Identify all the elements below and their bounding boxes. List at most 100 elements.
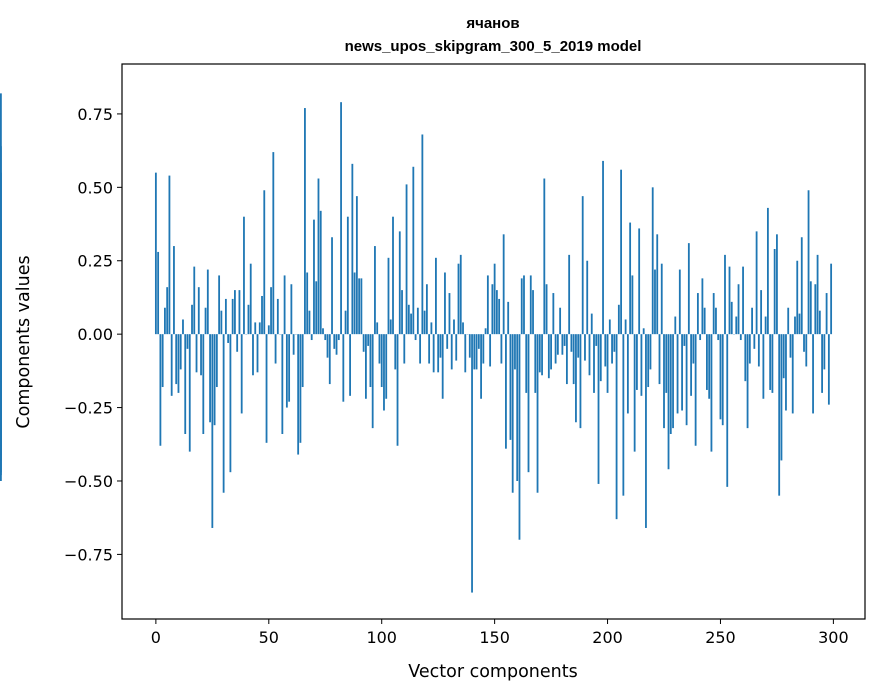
- bar: [649, 334, 652, 370]
- bar: [762, 334, 765, 399]
- bar: [419, 334, 422, 364]
- bar: [371, 334, 374, 429]
- bar: [561, 334, 564, 355]
- bar: [304, 108, 306, 335]
- bar: [351, 163, 354, 335]
- bar: [450, 334, 453, 370]
- bar: [220, 310, 223, 335]
- bar: [803, 334, 805, 352]
- bar: [626, 334, 629, 414]
- bar: [717, 334, 720, 341]
- bar: [798, 313, 801, 335]
- bar: [581, 196, 584, 335]
- bar: [608, 319, 611, 335]
- bar: [584, 334, 586, 361]
- bar: [247, 304, 250, 335]
- bar-series: [0, 93, 833, 593]
- bar: [274, 334, 277, 364]
- bar: [726, 334, 729, 487]
- bar: [737, 284, 740, 335]
- bar: [249, 263, 252, 335]
- bar: [715, 307, 717, 335]
- bar: [256, 334, 259, 373]
- bar: [579, 334, 582, 429]
- bar: [0, 334, 2, 382]
- bar: [552, 293, 555, 335]
- bar: [310, 334, 313, 341]
- bar: [575, 334, 577, 423]
- chart-subtitle: news_upos_skipgram_300_5_2019 model: [345, 38, 642, 55]
- bar: [538, 334, 541, 373]
- bar: [696, 293, 699, 335]
- bar: [161, 334, 164, 388]
- bar: [674, 316, 677, 335]
- bar: [170, 334, 173, 396]
- bar: [254, 322, 257, 335]
- bar: [179, 334, 182, 370]
- bar: [258, 322, 261, 335]
- bar: [744, 334, 747, 382]
- bar: [394, 334, 397, 370]
- bar: [489, 334, 492, 367]
- bar: [193, 266, 196, 335]
- x-axis-label: Vector components: [408, 662, 577, 682]
- bar: [495, 290, 498, 335]
- bar: [0, 334, 2, 446]
- bar: [182, 319, 184, 335]
- bar: [525, 334, 528, 393]
- bar: [636, 334, 638, 390]
- bar: [640, 334, 643, 396]
- y-tick-label: 0.75: [77, 105, 113, 124]
- bar: [681, 334, 683, 411]
- bar: [346, 216, 349, 335]
- bar: [459, 254, 462, 335]
- bar: [706, 334, 708, 390]
- bar: [358, 278, 361, 335]
- bar: [383, 334, 385, 411]
- bar: [349, 334, 351, 396]
- x-tick-label: 250: [705, 628, 736, 647]
- bar: [570, 334, 573, 352]
- bar: [301, 334, 304, 388]
- bar: [755, 231, 758, 335]
- bar: [602, 160, 604, 335]
- bar: [0, 298, 2, 335]
- bar: [724, 254, 726, 335]
- bar: [484, 328, 487, 335]
- bar: [486, 275, 489, 335]
- bar: [563, 334, 566, 346]
- bar: [746, 334, 749, 429]
- bar: [453, 319, 455, 335]
- bar: [475, 334, 478, 370]
- bar: [660, 263, 663, 335]
- bar: [532, 290, 534, 335]
- bar: [780, 334, 783, 461]
- bar: [590, 313, 593, 335]
- bar: [606, 334, 609, 393]
- bar: [292, 334, 295, 355]
- bar: [760, 290, 763, 335]
- bar: [620, 169, 622, 335]
- bar: [446, 334, 449, 349]
- bar: [457, 263, 460, 335]
- bar: [396, 334, 399, 446]
- bar: [771, 334, 774, 393]
- bar: [317, 178, 320, 335]
- bar: [712, 293, 715, 335]
- bar: [523, 275, 525, 335]
- bar: [502, 234, 505, 335]
- bar: [234, 290, 236, 335]
- bar: [326, 334, 329, 358]
- bar: [568, 254, 571, 335]
- bar: [588, 334, 591, 376]
- bar: [511, 334, 514, 493]
- bar: [516, 334, 519, 481]
- bar: [439, 334, 442, 358]
- bar: [191, 304, 193, 335]
- bar: [209, 334, 211, 423]
- bar: [624, 319, 627, 335]
- bar: [290, 284, 293, 335]
- bar: [218, 275, 221, 335]
- bar: [764, 316, 767, 335]
- bar: [807, 190, 810, 335]
